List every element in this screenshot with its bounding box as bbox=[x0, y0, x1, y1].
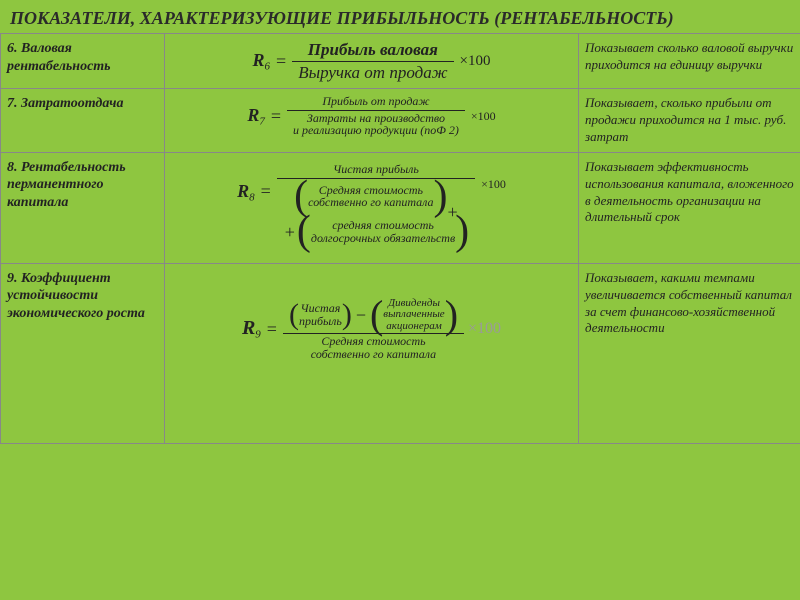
description-cell: Показывает, какими темпами увеличивается… bbox=[579, 263, 800, 443]
indicator-table: 6. Валовая рентабельность R6 = Прибыль в… bbox=[0, 33, 800, 444]
description-cell: Показывает, сколько прибыли от продажи п… bbox=[579, 89, 800, 153]
table-row: 8. Рентабельность перманентного капитала… bbox=[1, 152, 800, 263]
table-row: 6. Валовая рентабельность R6 = Прибыль в… bbox=[1, 34, 800, 89]
formula-cell: R7 = Прибыль от продаж Затраты на произв… bbox=[165, 89, 579, 153]
formula-cell: R6 = Прибыль валовая Выручка от продаж ×… bbox=[165, 34, 579, 89]
indicator-name: 9. Коэффициент устойчивости экономическо… bbox=[1, 263, 165, 443]
indicator-name: 6. Валовая рентабельность bbox=[1, 34, 165, 89]
formula-cell: R8 = Чистая прибыль ( Средняя стоимость bbox=[165, 152, 579, 263]
page-title: ПОКАЗАТЕЛИ, ХАРАКТЕРИЗУЮЩИЕ ПРИБЫЛЬНОСТЬ… bbox=[0, 0, 800, 33]
indicator-name: 7. Затратоотдача bbox=[1, 89, 165, 153]
table-row: 7. Затратоотдача R7 = Прибыль от продаж … bbox=[1, 89, 800, 153]
page: ПОКАЗАТЕЛИ, ХАРАКТЕРИЗУЮЩИЕ ПРИБЫЛЬНОСТЬ… bbox=[0, 0, 800, 600]
description-cell: Показывает сколько валовой выручки прихо… bbox=[579, 34, 800, 89]
formula: R8 = Чистая прибыль ( Средняя стоимость bbox=[171, 163, 572, 249]
formula: R9 = ( Чистая прибыль ) bbox=[171, 270, 572, 361]
indicator-name: 8. Рентабельность перманентного капитала bbox=[1, 152, 165, 263]
formula: R6 = Прибыль валовая Выручка от продаж ×… bbox=[171, 40, 572, 82]
table-row: 9. Коэффициент устойчивости экономическо… bbox=[1, 263, 800, 443]
formula: R7 = Прибыль от продаж Затраты на произв… bbox=[171, 95, 572, 137]
description-cell: Показывает эффективность использования к… bbox=[579, 152, 800, 263]
formula-cell: R9 = ( Чистая прибыль ) bbox=[165, 263, 579, 443]
